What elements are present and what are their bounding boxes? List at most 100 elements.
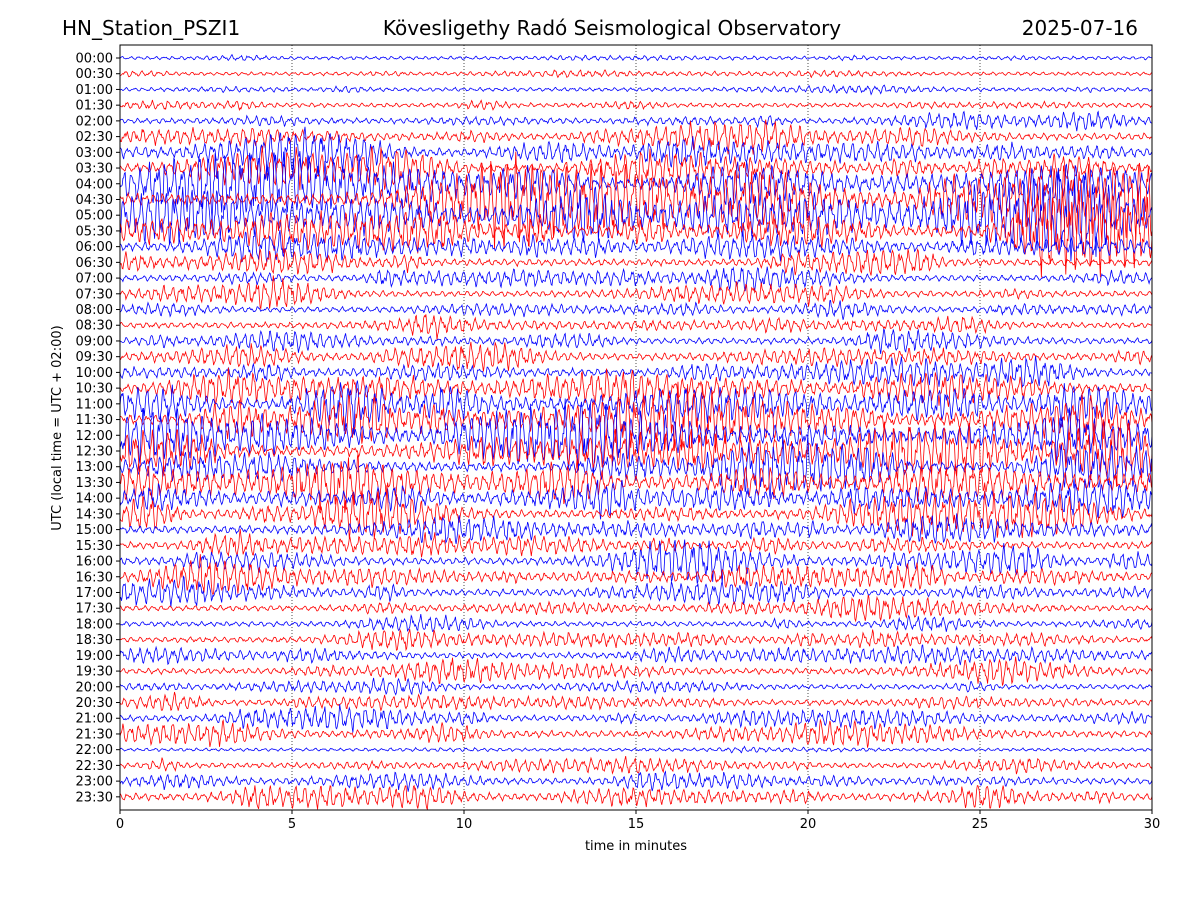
trace-1900 — [120, 644, 1152, 666]
observatory-title: Kövesligethy Radó Seismological Observat… — [383, 16, 841, 40]
y-tick-label: 14:30 — [76, 507, 113, 522]
y-tick-label: 06:30 — [76, 256, 113, 271]
y-tick-label: 13:00 — [76, 460, 113, 475]
trace-1030 — [120, 367, 1152, 408]
y-tick-label: 07:00 — [76, 272, 113, 287]
trace-1130 — [120, 381, 1152, 453]
trace-1730 — [120, 594, 1152, 623]
y-tick-label: 00:30 — [76, 67, 113, 82]
trace-0830 — [120, 314, 1152, 340]
y-tick-label: 19:00 — [76, 649, 113, 664]
y-tick-label: 01:00 — [76, 83, 113, 98]
trace-2200 — [120, 745, 1152, 754]
y-tick-label: 01:30 — [76, 99, 113, 114]
x-tick-label: 15 — [628, 817, 645, 832]
x-axis-label: time in minutes — [585, 839, 687, 854]
station-name: HN_Station_PSZI1 — [62, 16, 240, 40]
y-tick-label: 21:30 — [76, 727, 113, 742]
trace-1430 — [120, 485, 1152, 539]
y-tick-label: 04:30 — [76, 193, 113, 208]
x-tick-label: 10 — [456, 817, 473, 832]
trace-0200 — [120, 110, 1152, 132]
trace-1630 — [120, 554, 1152, 596]
y-tick-label: 02:00 — [76, 114, 113, 129]
trace-2330 — [120, 784, 1152, 810]
trace-0800 — [120, 300, 1152, 320]
trace-1600 — [120, 539, 1152, 584]
trace-1000 — [120, 355, 1152, 388]
y-tick-label: 15:30 — [76, 539, 113, 554]
y-tick-label: 11:00 — [76, 397, 113, 412]
trace-1700 — [120, 575, 1152, 608]
y-tick-label: 13:30 — [76, 476, 113, 491]
y-tick-label: 16:00 — [76, 555, 113, 570]
trace-0330 — [120, 145, 1152, 191]
trace-1530 — [120, 529, 1152, 558]
y-tick-label: 22:30 — [76, 759, 113, 774]
trace-0130 — [120, 99, 1152, 112]
trace-0030 — [120, 69, 1152, 79]
y-tick-label: 10:00 — [76, 366, 113, 381]
trace-1200 — [120, 398, 1152, 477]
trace-2230 — [120, 756, 1152, 775]
date-label: 2025-07-16 — [1022, 16, 1138, 40]
y-tick-label: 11:30 — [76, 413, 113, 428]
trace-1500 — [120, 513, 1152, 544]
y-tick-label: 04:00 — [76, 177, 113, 192]
y-tick-label: 12:00 — [76, 429, 113, 444]
trace-0500 — [120, 167, 1152, 262]
trace-0600 — [120, 229, 1152, 263]
x-tick-label: 5 — [288, 817, 296, 832]
trace-1800 — [120, 614, 1152, 632]
trace-0100 — [120, 83, 1152, 96]
y-tick-label: 14:00 — [76, 492, 113, 507]
trace-1330 — [120, 453, 1152, 513]
y-tick-label: 02:30 — [76, 130, 113, 145]
y-tick-label: 00:00 — [76, 52, 113, 67]
y-tick-label: 05:30 — [76, 224, 113, 239]
y-tick-label: 16:30 — [76, 570, 113, 585]
trace-2030 — [120, 691, 1152, 712]
trace-0730 — [120, 275, 1152, 310]
y-tick-label: 15:00 — [76, 523, 113, 538]
trace-0430 — [120, 151, 1152, 250]
y-tick-label: 23:30 — [76, 790, 113, 805]
y-tick-label: 03:30 — [76, 162, 113, 177]
trace-1930 — [120, 656, 1152, 687]
y-tick-label: 20:30 — [76, 696, 113, 711]
y-tick-label: 22:00 — [76, 743, 113, 758]
y-tick-label: 07:30 — [76, 287, 113, 302]
trace-0230 — [120, 119, 1152, 155]
trace-0900 — [120, 328, 1152, 354]
trace-2300 — [120, 770, 1152, 792]
y-tick-label: 20:00 — [76, 680, 113, 695]
trace-1100 — [120, 380, 1152, 435]
trace-0530 — [120, 187, 1152, 278]
x-tick-label: 30 — [1144, 817, 1161, 832]
trace-1830 — [120, 628, 1152, 652]
y-tick-label: 12:30 — [76, 445, 113, 460]
y-tick-label: 09:30 — [76, 350, 113, 365]
trace-2100 — [120, 704, 1152, 733]
trace-1400 — [120, 478, 1152, 520]
y-axis-label: UTC (local time = UTC + 02:00) — [50, 325, 65, 530]
trace-0000 — [120, 53, 1152, 62]
y-tick-label: 18:00 — [76, 617, 113, 632]
y-tick-label: 18:30 — [76, 633, 113, 648]
y-tick-label: 23:00 — [76, 775, 113, 790]
y-tick-label: 05:00 — [76, 209, 113, 224]
y-tick-label: 03:00 — [76, 146, 113, 161]
y-tick-label: 08:30 — [76, 319, 113, 334]
x-tick-label: 25 — [972, 817, 989, 832]
trace-0630 — [120, 248, 1152, 276]
trace-0700 — [120, 266, 1152, 292]
y-tick-label: 06:00 — [76, 240, 113, 255]
trace-2000 — [120, 677, 1152, 696]
x-axis-ticks: 0 5 10 15 20 25 30 — [116, 810, 1160, 832]
y-tick-label: 09:00 — [76, 334, 113, 349]
y-tick-label: 19:30 — [76, 665, 113, 680]
x-tick-label: 20 — [800, 817, 817, 832]
x-tick-label: 0 — [116, 817, 124, 832]
seismic-traces — [120, 53, 1152, 810]
